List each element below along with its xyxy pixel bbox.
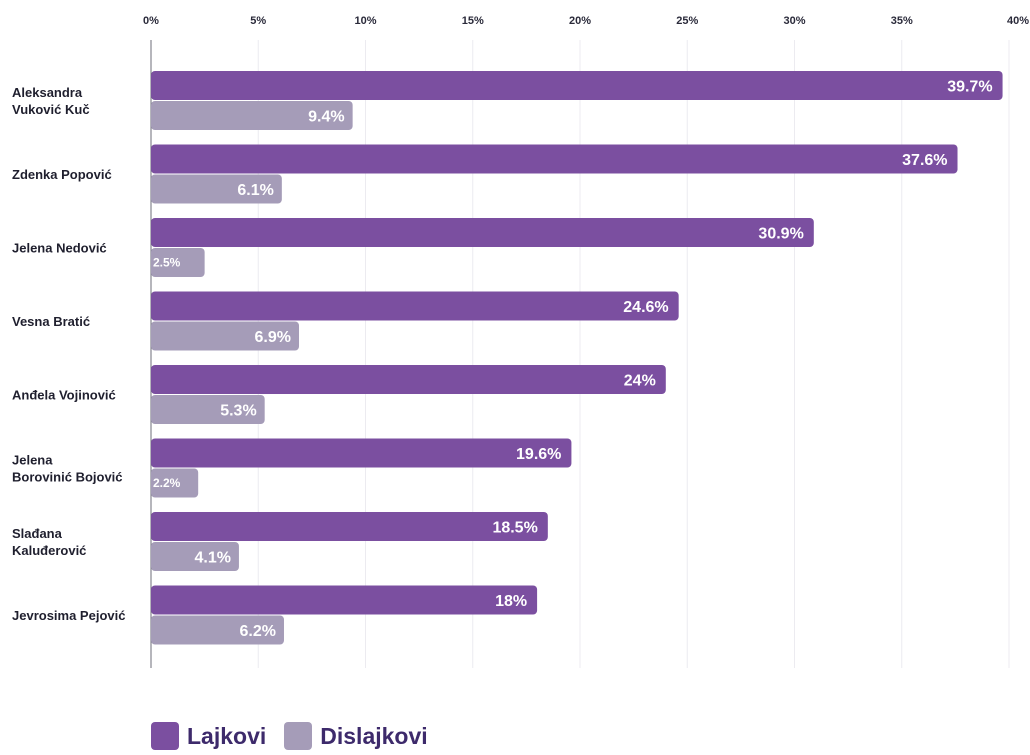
data-label-dislikes: 2.5% — [153, 256, 181, 270]
legend: Lajkovi Dislajkovi — [151, 722, 436, 750]
legend-item-dislikes: Dislajkovi — [284, 722, 428, 750]
legend-swatch-likes — [151, 722, 179, 750]
bar-dislikes — [151, 321, 300, 351]
data-label-dislikes: 5.3% — [220, 403, 256, 420]
bar-likes — [151, 512, 548, 541]
bar-chart: 0% 5% 10% 15% 20% 25% 30% 35% 40% 39.7% 9.4% Aleksa… — [12, 15, 1029, 668]
legend-swatch-dislikes — [284, 722, 313, 750]
x-tick-label: 0% — [143, 15, 159, 27]
bar-likes — [151, 71, 1003, 100]
category-label: Jelena Nedović — [12, 241, 107, 256]
category-label: Vuković Kuč — [12, 102, 90, 117]
x-tick-label: 40% — [1007, 15, 1029, 27]
legend-label-dislikes: Dislajkovi — [320, 722, 428, 749]
category-label: Jevrosima Pejović — [12, 608, 125, 623]
data-label-dislikes: 6.1% — [237, 182, 273, 199]
bar-dislikes — [151, 174, 282, 204]
bar-likes — [151, 144, 958, 174]
bar-likes — [151, 291, 679, 321]
data-label-likes: 18% — [495, 593, 527, 610]
category-label: Vesna Bratić — [12, 314, 90, 329]
bar-dislikes — [151, 615, 284, 645]
legend-item-likes: Lajkovi — [151, 722, 266, 750]
x-tick-label: 20% — [569, 15, 591, 27]
x-tick-label: 5% — [250, 15, 266, 27]
data-label-likes: 24% — [624, 373, 656, 390]
data-label-likes: 30.9% — [758, 226, 803, 243]
bar-dislikes — [151, 468, 199, 498]
bar-dislikes — [151, 101, 353, 130]
data-label-likes: 18.5% — [492, 520, 537, 537]
category-label: Kaluđerović — [12, 543, 86, 558]
x-tick-label: 10% — [354, 15, 376, 27]
data-label-dislikes: 4.1% — [194, 550, 230, 567]
legend-label-likes: Lajkovi — [187, 722, 267, 749]
x-tick-label: 15% — [462, 15, 484, 27]
bar-dislikes — [151, 395, 265, 424]
bar-likes — [151, 585, 538, 615]
bar-dislikes — [151, 542, 239, 571]
category-label: Anđela Vojinović — [12, 388, 116, 403]
bar-likes — [151, 438, 572, 468]
category-label: Zdenka Popović — [12, 167, 112, 182]
category-label: Slađana — [12, 526, 63, 541]
data-label-likes: 37.6% — [902, 152, 947, 169]
x-tick-label: 30% — [783, 15, 805, 27]
data-label-dislikes: 6.9% — [255, 329, 291, 346]
data-label-dislikes: 2.2% — [153, 476, 181, 490]
data-label-likes: 19.6% — [516, 446, 561, 463]
data-label-dislikes: 9.4% — [308, 109, 344, 126]
x-tick-label: 35% — [891, 15, 913, 27]
data-label-likes: 24.6% — [623, 299, 668, 316]
bar-dislikes — [151, 248, 205, 277]
data-label-dislikes: 6.2% — [240, 623, 276, 640]
category-label: Jelena — [12, 453, 53, 468]
category-label: Aleksandra — [12, 85, 83, 100]
bar-likes — [151, 365, 666, 394]
data-label-likes: 39.7% — [947, 79, 992, 96]
category-label: Borovinić Bojović — [12, 470, 123, 485]
bar-likes — [151, 218, 814, 247]
x-tick-label: 25% — [676, 15, 698, 27]
